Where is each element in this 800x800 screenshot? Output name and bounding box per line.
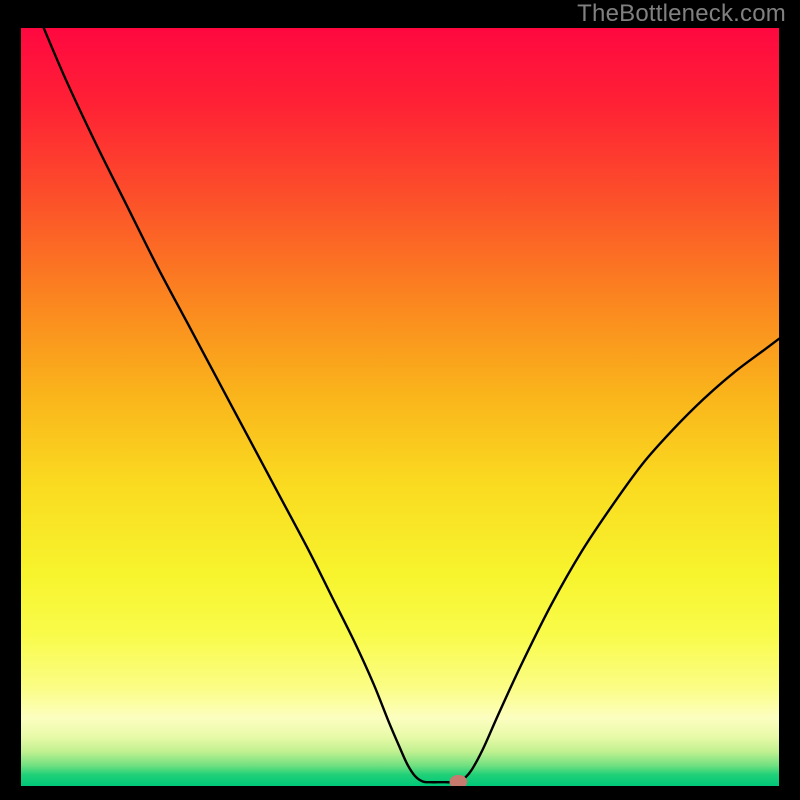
gradient-background bbox=[21, 28, 779, 786]
optimal-marker bbox=[450, 775, 467, 786]
watermark-text: TheBottleneck.com bbox=[577, 0, 786, 28]
chart-frame: TheBottleneck.com bbox=[0, 0, 800, 800]
plot-area bbox=[21, 28, 779, 786]
chart-svg bbox=[21, 28, 779, 786]
